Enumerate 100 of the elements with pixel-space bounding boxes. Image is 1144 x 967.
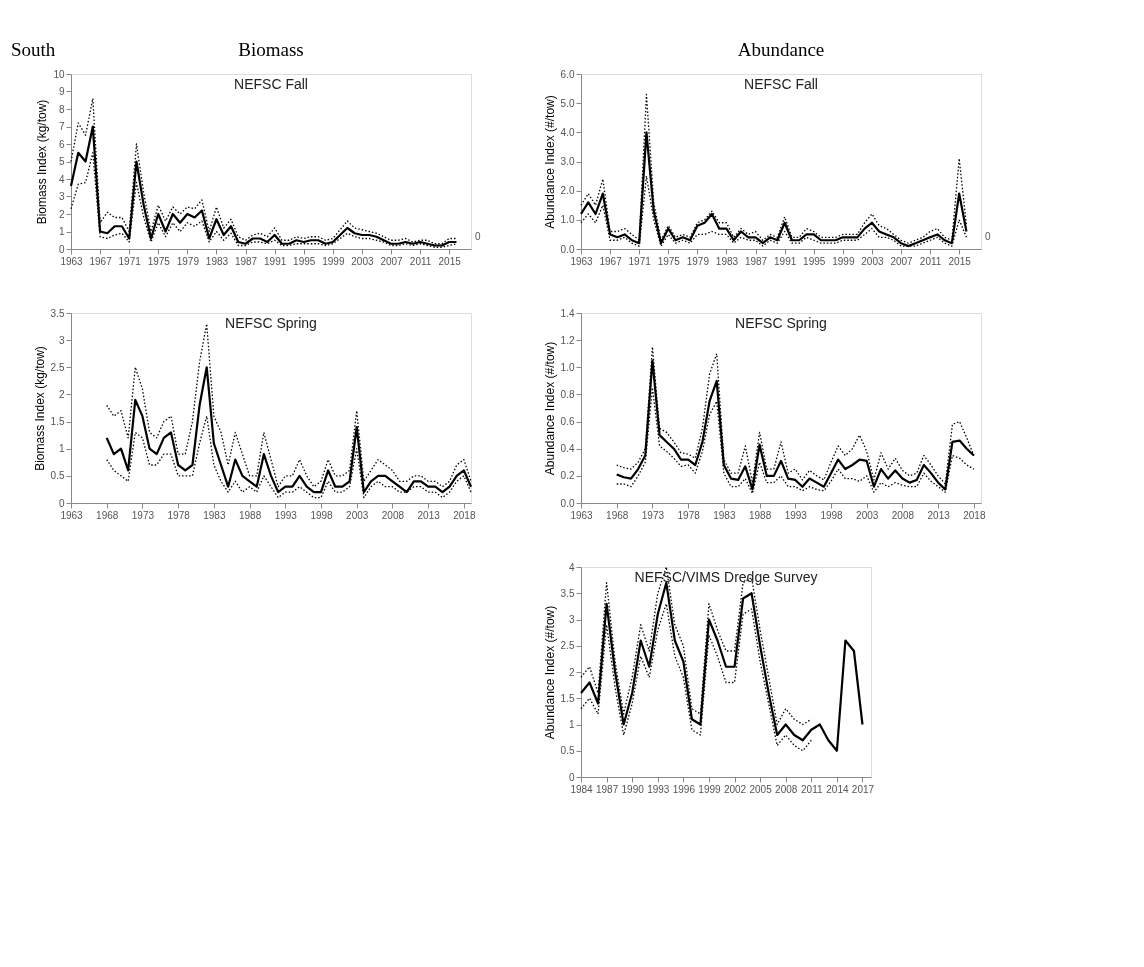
text: Biomass — [238, 39, 304, 60]
chart-title: NEFSC Spring — [735, 315, 827, 331]
x-tick-label: 1988 — [238, 509, 262, 521]
y-tick-label: 3.0 — [560, 156, 575, 167]
x-tick-label: 2003 — [346, 509, 369, 521]
y-tick-label: 3.5 — [50, 307, 65, 319]
line-series — [580, 93, 968, 244]
x-tick-label: 2013 — [417, 509, 441, 521]
y-tick-label: 2 — [58, 388, 65, 400]
x-tick-label: 1993 — [647, 783, 670, 795]
x-tick-label: 2008 — [381, 509, 405, 521]
x-tick-label: 1971 — [628, 255, 652, 267]
y-tick-label: 0.0 — [560, 243, 575, 255]
y-tick-label: 3 — [568, 614, 575, 625]
x-tick-label: 2018 — [963, 509, 986, 521]
line-series — [70, 97, 458, 245]
x-tick-label: 1979 — [176, 255, 200, 267]
y-tick-label: 3 — [58, 334, 65, 346]
x-tick-label: 2003 — [856, 509, 879, 521]
x-tick-label: 2007 — [380, 255, 404, 267]
x-tick-label: 2015 — [438, 255, 462, 267]
chart-title: NEFSC Spring — [225, 315, 317, 331]
chart-title: NEFSC Fall — [744, 76, 818, 92]
x-tick-label: 1983 — [203, 509, 226, 521]
x-tick-label: 2011 — [801, 783, 823, 795]
y-tick-label: 6 — [58, 138, 65, 150]
x-tick-label: 2003 — [861, 255, 884, 267]
text: Abundance — [737, 39, 825, 60]
x-tick-label: 2011 — [919, 255, 942, 267]
y-tick-label: 8 — [58, 103, 65, 115]
x-tick-label: 1963 — [60, 509, 84, 521]
x-tick-label: 1995 — [803, 255, 826, 267]
x-tick-label: 2005 — [749, 783, 773, 795]
y-tick-label: 1.5 — [560, 692, 575, 704]
y-tick-label: 0.2 — [560, 470, 575, 482]
x-tick-label: 1963 — [570, 509, 594, 521]
x-tick-label: 1967 — [89, 255, 113, 267]
y-axis-title: Biomass Index (kg/tow) — [35, 99, 50, 225]
x-tick-label: 2014 — [826, 783, 849, 795]
y-tick-label: 1 — [58, 443, 65, 455]
x-tick-label: 2008 — [775, 783, 798, 795]
x-tick-label: 2002 — [723, 783, 747, 795]
x-tick-label: 1963 — [60, 255, 84, 267]
x-tick-label: 1978 — [677, 509, 701, 521]
x-tick-label: 1996 — [672, 783, 696, 795]
x-tick-label: 1968 — [606, 509, 629, 521]
y-tick-label: 3 — [58, 191, 65, 202]
y-tick-label: 0.5 — [560, 745, 575, 757]
x-tick-label: 1975 — [657, 255, 681, 267]
x-tick-label: 2007 — [890, 255, 914, 267]
x-tick-label: 1975 — [147, 255, 171, 267]
y-tick-label: 4 — [568, 561, 575, 573]
y-tick-label: 2.5 — [560, 640, 575, 652]
x-tick-label: 1995 — [293, 255, 316, 267]
x-tick-label: 1999 — [698, 783, 721, 795]
y-tick-label: 2 — [58, 208, 65, 220]
x-tick-label: 1967 — [599, 255, 623, 267]
y-tick-label: 0 — [568, 771, 575, 783]
x-tick-label: 2003 — [351, 255, 374, 267]
x-tick-label: 1973 — [641, 509, 665, 521]
x-tick-label: 1971 — [118, 255, 142, 267]
x-tick-label: 2015 — [948, 255, 972, 267]
y-tick-label: 2 — [568, 666, 575, 678]
x-tick-label: 1987 — [595, 783, 619, 795]
x-tick-label: 1993 — [784, 509, 808, 521]
y-tick-label: 6.0 — [560, 68, 575, 80]
chart-title: NEFSC/VIMS Dredge Survey — [634, 569, 818, 585]
x-tick-label: 1987 — [234, 255, 258, 267]
x-tick-label: 1984 — [570, 783, 594, 795]
y-tick-label: 0.0 — [560, 497, 575, 509]
y-tick-label: 4.0 — [560, 126, 575, 138]
x-tick-label: 1991 — [774, 255, 797, 267]
y-tick-label: 0.5 — [50, 470, 65, 482]
x-tick-label: 1983 — [205, 255, 229, 267]
x-tick-label: 1999 — [832, 255, 855, 267]
y-tick-label: 1 — [58, 226, 65, 237]
x-tick-label: 1987 — [744, 255, 768, 267]
y-axis-title: Abundance Index (#/tow) — [542, 95, 557, 229]
x-tick-label: 2018 — [453, 509, 476, 521]
y-tick-label: 0.4 — [560, 443, 575, 455]
y-tick-label: 10 — [53, 68, 65, 80]
y-tick-label: 0.8 — [560, 388, 575, 400]
x-tick-label: 1993 — [274, 509, 298, 521]
text: South — [11, 39, 56, 60]
y-tick-label: 5 — [58, 156, 65, 167]
y-axis-title: Abundance Index (#/tow) — [542, 605, 557, 740]
y-tick-label: 1.0 — [560, 214, 575, 226]
y-tick-label: 1.0 — [560, 361, 575, 373]
x-tick-label: 2017 — [851, 783, 875, 795]
x-tick-label: 1983 — [713, 509, 736, 521]
x-tick-label: 1991 — [264, 255, 287, 267]
x-tick-label: 1990 — [621, 783, 645, 795]
text: 0 — [985, 231, 991, 242]
text: 0 — [475, 231, 481, 242]
y-tick-label: 1.4 — [560, 307, 575, 319]
y-tick-label: 2.5 — [50, 361, 65, 373]
y-tick-label: 4 — [58, 173, 65, 185]
y-tick-label: 7 — [58, 121, 65, 132]
x-tick-label: 1983 — [715, 255, 739, 267]
chart-title: NEFSC Fall — [234, 76, 308, 92]
